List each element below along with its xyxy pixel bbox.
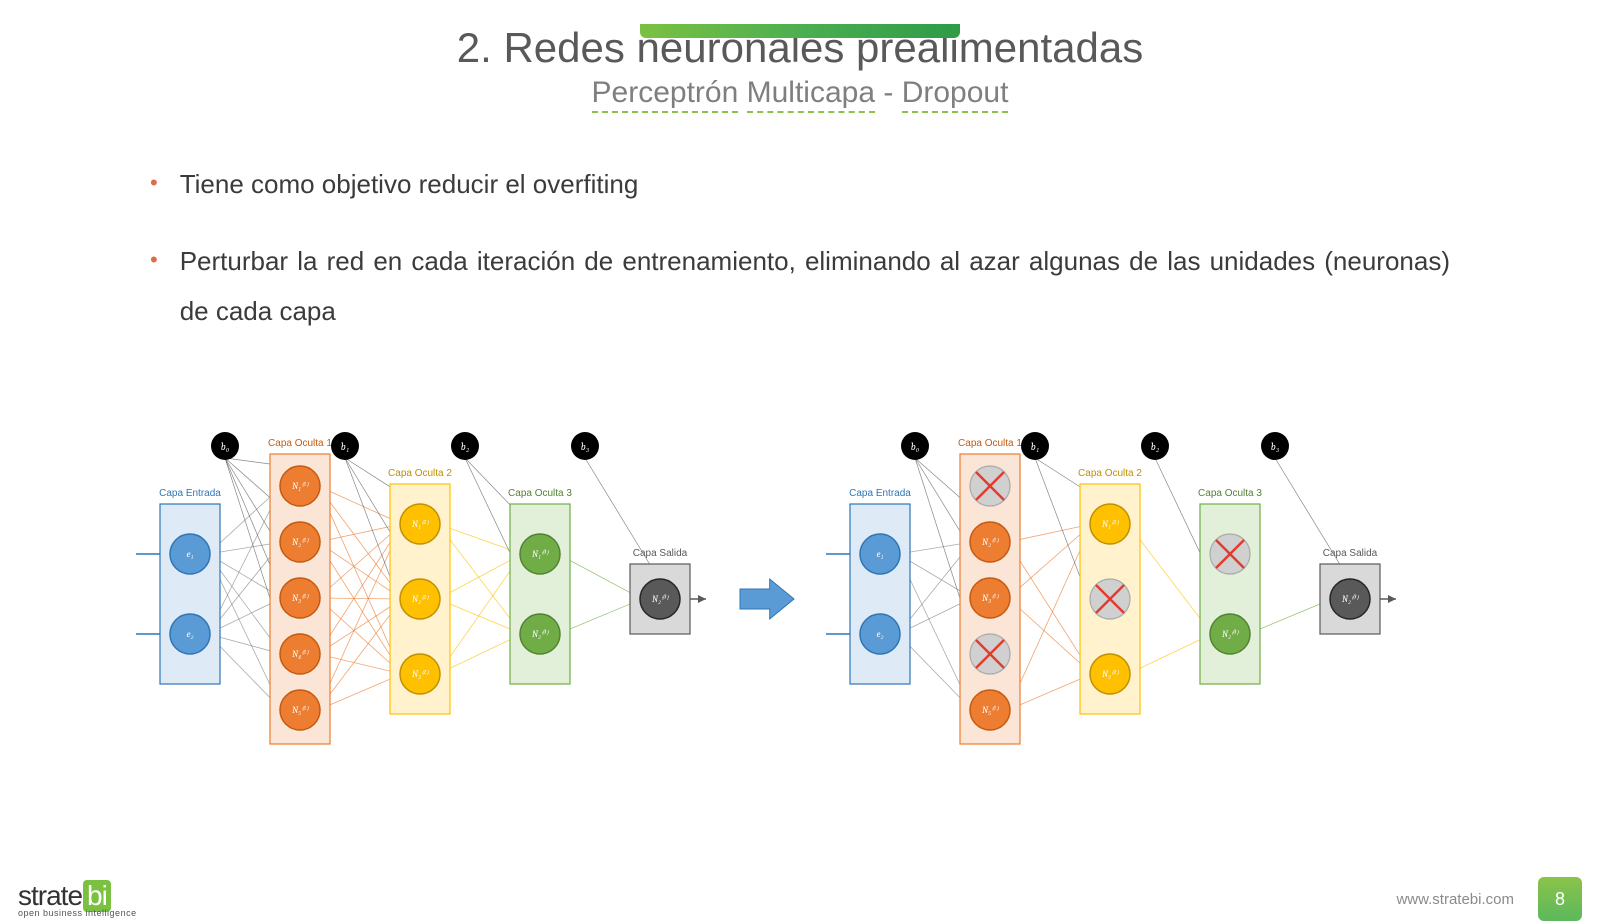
svg-text:N₂⁽¹⁾: N₂⁽¹⁾	[982, 538, 999, 548]
svg-text:N₁⁽²⁾: N₁⁽²⁾	[1102, 520, 1119, 530]
svg-text:Capa Oculta 3: Capa Oculta 3	[508, 488, 572, 499]
svg-text:N₃⁽²⁾: N₃⁽²⁾	[412, 670, 429, 680]
svg-text:Capa Oculta 1: Capa Oculta 1	[268, 438, 332, 449]
svg-text:Capa Oculta 2: Capa Oculta 2	[388, 468, 452, 479]
svg-text:N₃⁽¹⁾: N₃⁽¹⁾	[982, 594, 999, 604]
svg-text:N₂⁽²⁾: N₂⁽²⁾	[412, 595, 429, 605]
svg-text:N₁⁽²⁾: N₁⁽²⁾	[412, 520, 429, 530]
bullet-item: • Tiene como objetivo reducir el overfit…	[150, 160, 1450, 209]
svg-text:b₂: b₂	[461, 441, 470, 453]
bullet-list: • Tiene como objetivo reducir el overfit…	[150, 160, 1450, 336]
svg-text:N₄⁽¹⁾: N₄⁽¹⁾	[292, 650, 309, 660]
bullet-item: • Perturbar la red en cada iteración de …	[150, 237, 1450, 336]
svg-text:N₂⁽¹⁾: N₂⁽¹⁾	[292, 538, 309, 548]
svg-text:b₁: b₁	[1031, 441, 1039, 453]
bullet-marker: •	[150, 239, 158, 281]
svg-text:b₀: b₀	[911, 441, 920, 453]
svg-text:Capa Entrada: Capa Entrada	[849, 488, 911, 499]
logo-sub: open business intelligence	[18, 908, 137, 918]
footer: stratebi open business intelligence www.…	[0, 874, 1600, 924]
footer-right: www.stratebi.com 8	[1396, 877, 1582, 921]
bullet-text: Perturbar la red en cada iteración de en…	[180, 237, 1450, 336]
svg-text:b₀: b₀	[221, 441, 230, 453]
svg-text:N₅⁽¹⁾: N₅⁽¹⁾	[292, 706, 309, 716]
page-number: 8	[1538, 877, 1582, 921]
svg-text:Capa Salida: Capa Salida	[1323, 548, 1378, 559]
network-svg: Capa Entrada e₁ e₂ b₀ Capa Oculta 1 N₁⁽¹⁾ N₂⁽¹…	[0, 424, 1600, 804]
svg-text:N₂⁽³⁾: N₂⁽³⁾	[1342, 595, 1359, 605]
svg-text:N₅⁽¹⁾: N₅⁽¹⁾	[982, 706, 999, 716]
svg-text:N₁⁽³⁾: N₁⁽³⁾	[532, 550, 549, 560]
svg-text:N₂⁽³⁾: N₂⁽³⁾	[652, 595, 669, 605]
svg-text:e₂: e₂	[876, 630, 883, 640]
page-subtitle: Perceptrón Multicapa - Dropout	[0, 76, 1600, 110]
svg-text:b₂: b₂	[1151, 441, 1160, 453]
svg-text:e₁: e₁	[186, 550, 193, 560]
svg-text:e₁: e₁	[876, 550, 883, 560]
svg-text:N₃⁽²⁾: N₃⁽²⁾	[1102, 670, 1119, 680]
dropout-diagram: Capa Entrada e₁ e₂ b₀ Capa Oculta 1 N₁⁽¹⁾ N₂⁽¹…	[0, 424, 1600, 804]
svg-text:b₃: b₃	[581, 441, 590, 453]
svg-text:N₃⁽¹⁾: N₃⁽¹⁾	[292, 594, 309, 604]
svg-text:Capa Salida: Capa Salida	[633, 548, 688, 559]
svg-text:N₂⁽³⁾: N₂⁽³⁾	[1222, 630, 1239, 640]
svg-text:e₂: e₂	[186, 630, 193, 640]
top-accent-bar	[640, 24, 960, 38]
bullet-text: Tiene como objetivo reducir el overfitin…	[180, 160, 639, 209]
svg-text:Capa Oculta 2: Capa Oculta 2	[1078, 468, 1142, 479]
svg-text:b₁: b₁	[341, 441, 349, 453]
svg-text:Capa Oculta 3: Capa Oculta 3	[1198, 488, 1262, 499]
svg-text:Capa Oculta 1: Capa Oculta 1	[958, 438, 1022, 449]
svg-text:b₃: b₃	[1271, 441, 1280, 453]
svg-text:N₁⁽¹⁾: N₁⁽¹⁾	[292, 482, 309, 492]
footer-url: www.stratebi.com	[1396, 891, 1514, 908]
bullet-marker: •	[150, 162, 158, 204]
logo: stratebi open business intelligence	[18, 880, 137, 918]
svg-text:N₂⁽³⁾: N₂⁽³⁾	[532, 630, 549, 640]
svg-text:Capa Entrada: Capa Entrada	[159, 488, 221, 499]
